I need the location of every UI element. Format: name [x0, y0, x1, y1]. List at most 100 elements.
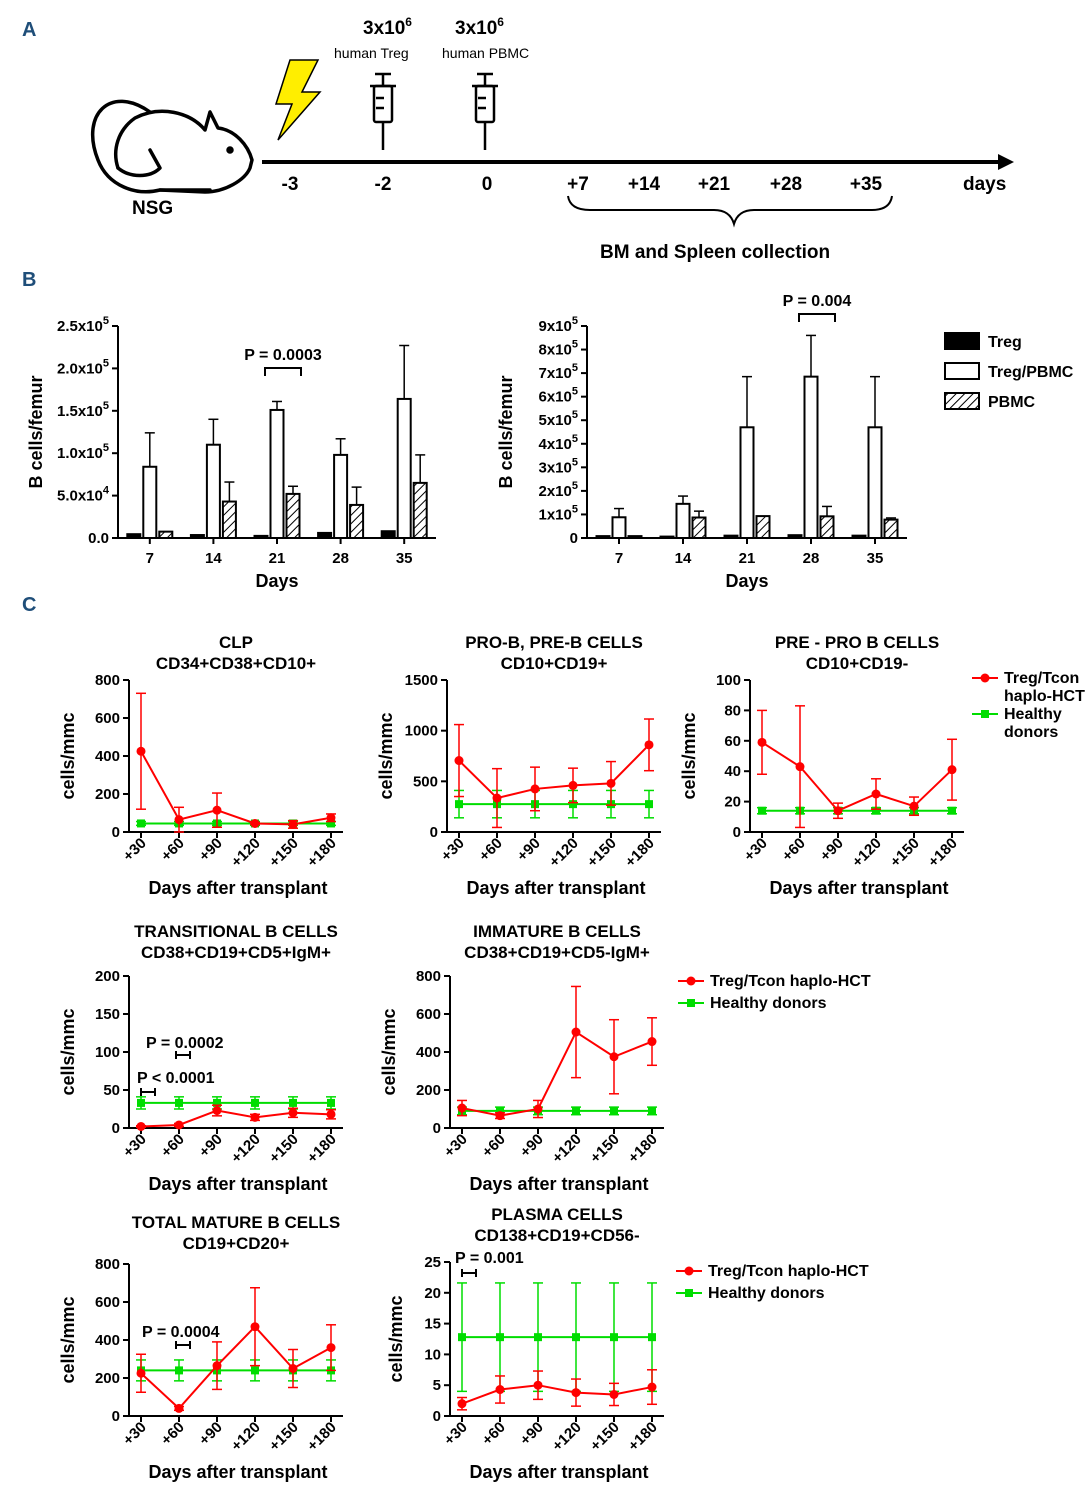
healthy-data-point: [569, 800, 577, 809]
timeline-arrow: [998, 154, 1014, 170]
y-tick-exponent: 5: [572, 480, 578, 492]
treg-series-line: [461, 1384, 653, 1405]
legend-marker: [687, 999, 695, 1007]
y-tick-label: 600: [416, 1006, 441, 1023]
y-axis-label: cells/mmc: [679, 712, 699, 799]
healthy-data-point: [213, 1098, 221, 1107]
y-tick-exponent: 5: [572, 386, 578, 398]
bar-treg-pbmc: [803, 375, 819, 539]
significance-label: P = 0.004: [783, 293, 852, 310]
treg-data-point: [871, 789, 881, 799]
y-axis-label: B cells/femur: [26, 375, 46, 488]
treg-data-point: [492, 793, 502, 803]
pbmc-label: human PBMC: [442, 45, 529, 61]
bar-pbmc: [627, 535, 643, 539]
healthy-data-point: [648, 1106, 656, 1115]
collection-label: BM and Spleen collection: [600, 242, 830, 263]
healthy-data-point: [175, 1098, 183, 1107]
timeline-day-label: -3: [282, 174, 299, 195]
bar-treg-pbmc: [867, 426, 883, 539]
x-axis-label: Days: [255, 571, 298, 591]
legend-swatch: [944, 362, 980, 380]
x-tick-label: +30: [438, 835, 468, 865]
significance-bracket: [798, 313, 836, 322]
significance-bracket: [175, 1341, 191, 1349]
y-tick-label: 0: [733, 824, 741, 841]
x-tick-label: +30: [120, 1419, 150, 1449]
y-tick-label: 15: [424, 1316, 441, 1333]
y-tick-exponent: 5: [103, 400, 109, 412]
y-tick-mantissa: 2.5x10: [57, 318, 103, 335]
y-tick-label: 1000: [405, 723, 438, 740]
x-tick-label: 35: [396, 550, 413, 567]
y-tick-label: 3x105: [539, 456, 579, 476]
significance-label: P = 0.0003: [244, 347, 322, 364]
healthy-data-point: [251, 1098, 259, 1107]
x-tick-label: +150: [587, 1131, 623, 1167]
chart-mature: TOTAL MATURE B CELLS CD19+CD20+ 0 200 400 600…: [58, 1213, 343, 1482]
x-tick-label: +90: [514, 835, 544, 865]
treg-series-line: [461, 1030, 653, 1117]
y-tick-label: 1.0x105: [57, 442, 109, 462]
chart-transitional: TRANSITIONAL B CELLS CD38+CD19+CD5+IgM+ 0 5…: [58, 922, 343, 1194]
x-tick-label: 28: [332, 550, 349, 567]
y-tick-mantissa: 8x10: [539, 342, 572, 359]
pbmc-dose: 3x106: [455, 15, 504, 39]
x-tick-label: +90: [196, 1131, 226, 1161]
treg-data-point: [250, 1112, 260, 1122]
y-tick-label: 6x105: [539, 386, 579, 406]
healthy-data-point: [872, 806, 880, 815]
treg-data-point: [212, 805, 222, 815]
y-tick-exponent: 5: [572, 362, 578, 374]
treg-data-point: [833, 806, 843, 816]
y-tick-exponent: 5: [103, 442, 109, 454]
bar-treg-pbmc: [205, 443, 221, 539]
y-tick-mantissa: 1.0x10: [57, 445, 103, 462]
bar-treg: [380, 530, 396, 540]
treg-data-point: [571, 1027, 581, 1037]
chart-pro-b: PRO-B, PRE-B CELLS CD10+CD19+ 0 500 1000 1500…: [376, 633, 661, 898]
x-tick-label: +60: [158, 1131, 188, 1161]
treg-data-point: [533, 1380, 543, 1390]
y-axis-label: cells/mmc: [386, 1295, 406, 1382]
legend-label: Healthy: [1004, 706, 1062, 723]
treg-data-point: [947, 765, 957, 775]
chart-immature: IMMATURE B CELLS CD38+CD19+CD5-IgM+ 0 200 40…: [379, 922, 871, 1194]
healthy-data-point: [175, 1366, 183, 1375]
chart-title: CD34+CD38+CD10+: [156, 654, 316, 673]
y-tick-label: 40: [724, 763, 741, 780]
y-axis-label: cells/mmc: [379, 1008, 399, 1095]
y-tick-label: 5: [433, 1377, 441, 1394]
chart-title: CD10+CD19+: [501, 654, 608, 673]
significance-bracket: [175, 1051, 191, 1059]
y-axis-label: cells/mmc: [58, 1296, 78, 1383]
bar-treg-pbmc: [611, 516, 627, 540]
y-tick-label: 2x105: [539, 480, 579, 500]
bar-pbmc: [412, 481, 428, 540]
bar-treg: [659, 535, 675, 540]
x-tick-label: +150: [266, 1419, 302, 1455]
y-tick-label: 20: [724, 794, 741, 811]
treg-data-point: [495, 1111, 505, 1121]
chart-title: IMMATURE B CELLS: [473, 922, 641, 941]
y-tick-label: 500: [413, 773, 438, 790]
healthy-data-point: [137, 1098, 145, 1107]
y-tick-label: 2.5x105: [57, 315, 109, 335]
significance-label: P = 0.001: [455, 1250, 524, 1267]
y-tick-label: 5.0x104: [57, 485, 110, 505]
treg-data-point: [288, 1108, 298, 1118]
y-tick-label: 1x105: [539, 503, 579, 523]
x-tick-label: +120: [228, 1419, 264, 1455]
x-tick-label: +60: [476, 835, 506, 865]
x-tick-label: +180: [622, 835, 658, 871]
healthy-data-point: [610, 1106, 618, 1115]
y-tick-label: 0: [430, 824, 438, 841]
x-tick-label: +180: [625, 1131, 661, 1167]
timeline-day-label: +28: [770, 174, 802, 195]
treg-data-point: [212, 1106, 222, 1116]
bar-treg: [317, 531, 333, 539]
y-tick-label: 800: [95, 672, 120, 689]
y-tick-label: 0: [112, 1408, 120, 1425]
significance-label: P = 0.0002: [146, 1035, 224, 1052]
x-tick-label: +150: [266, 1131, 302, 1167]
